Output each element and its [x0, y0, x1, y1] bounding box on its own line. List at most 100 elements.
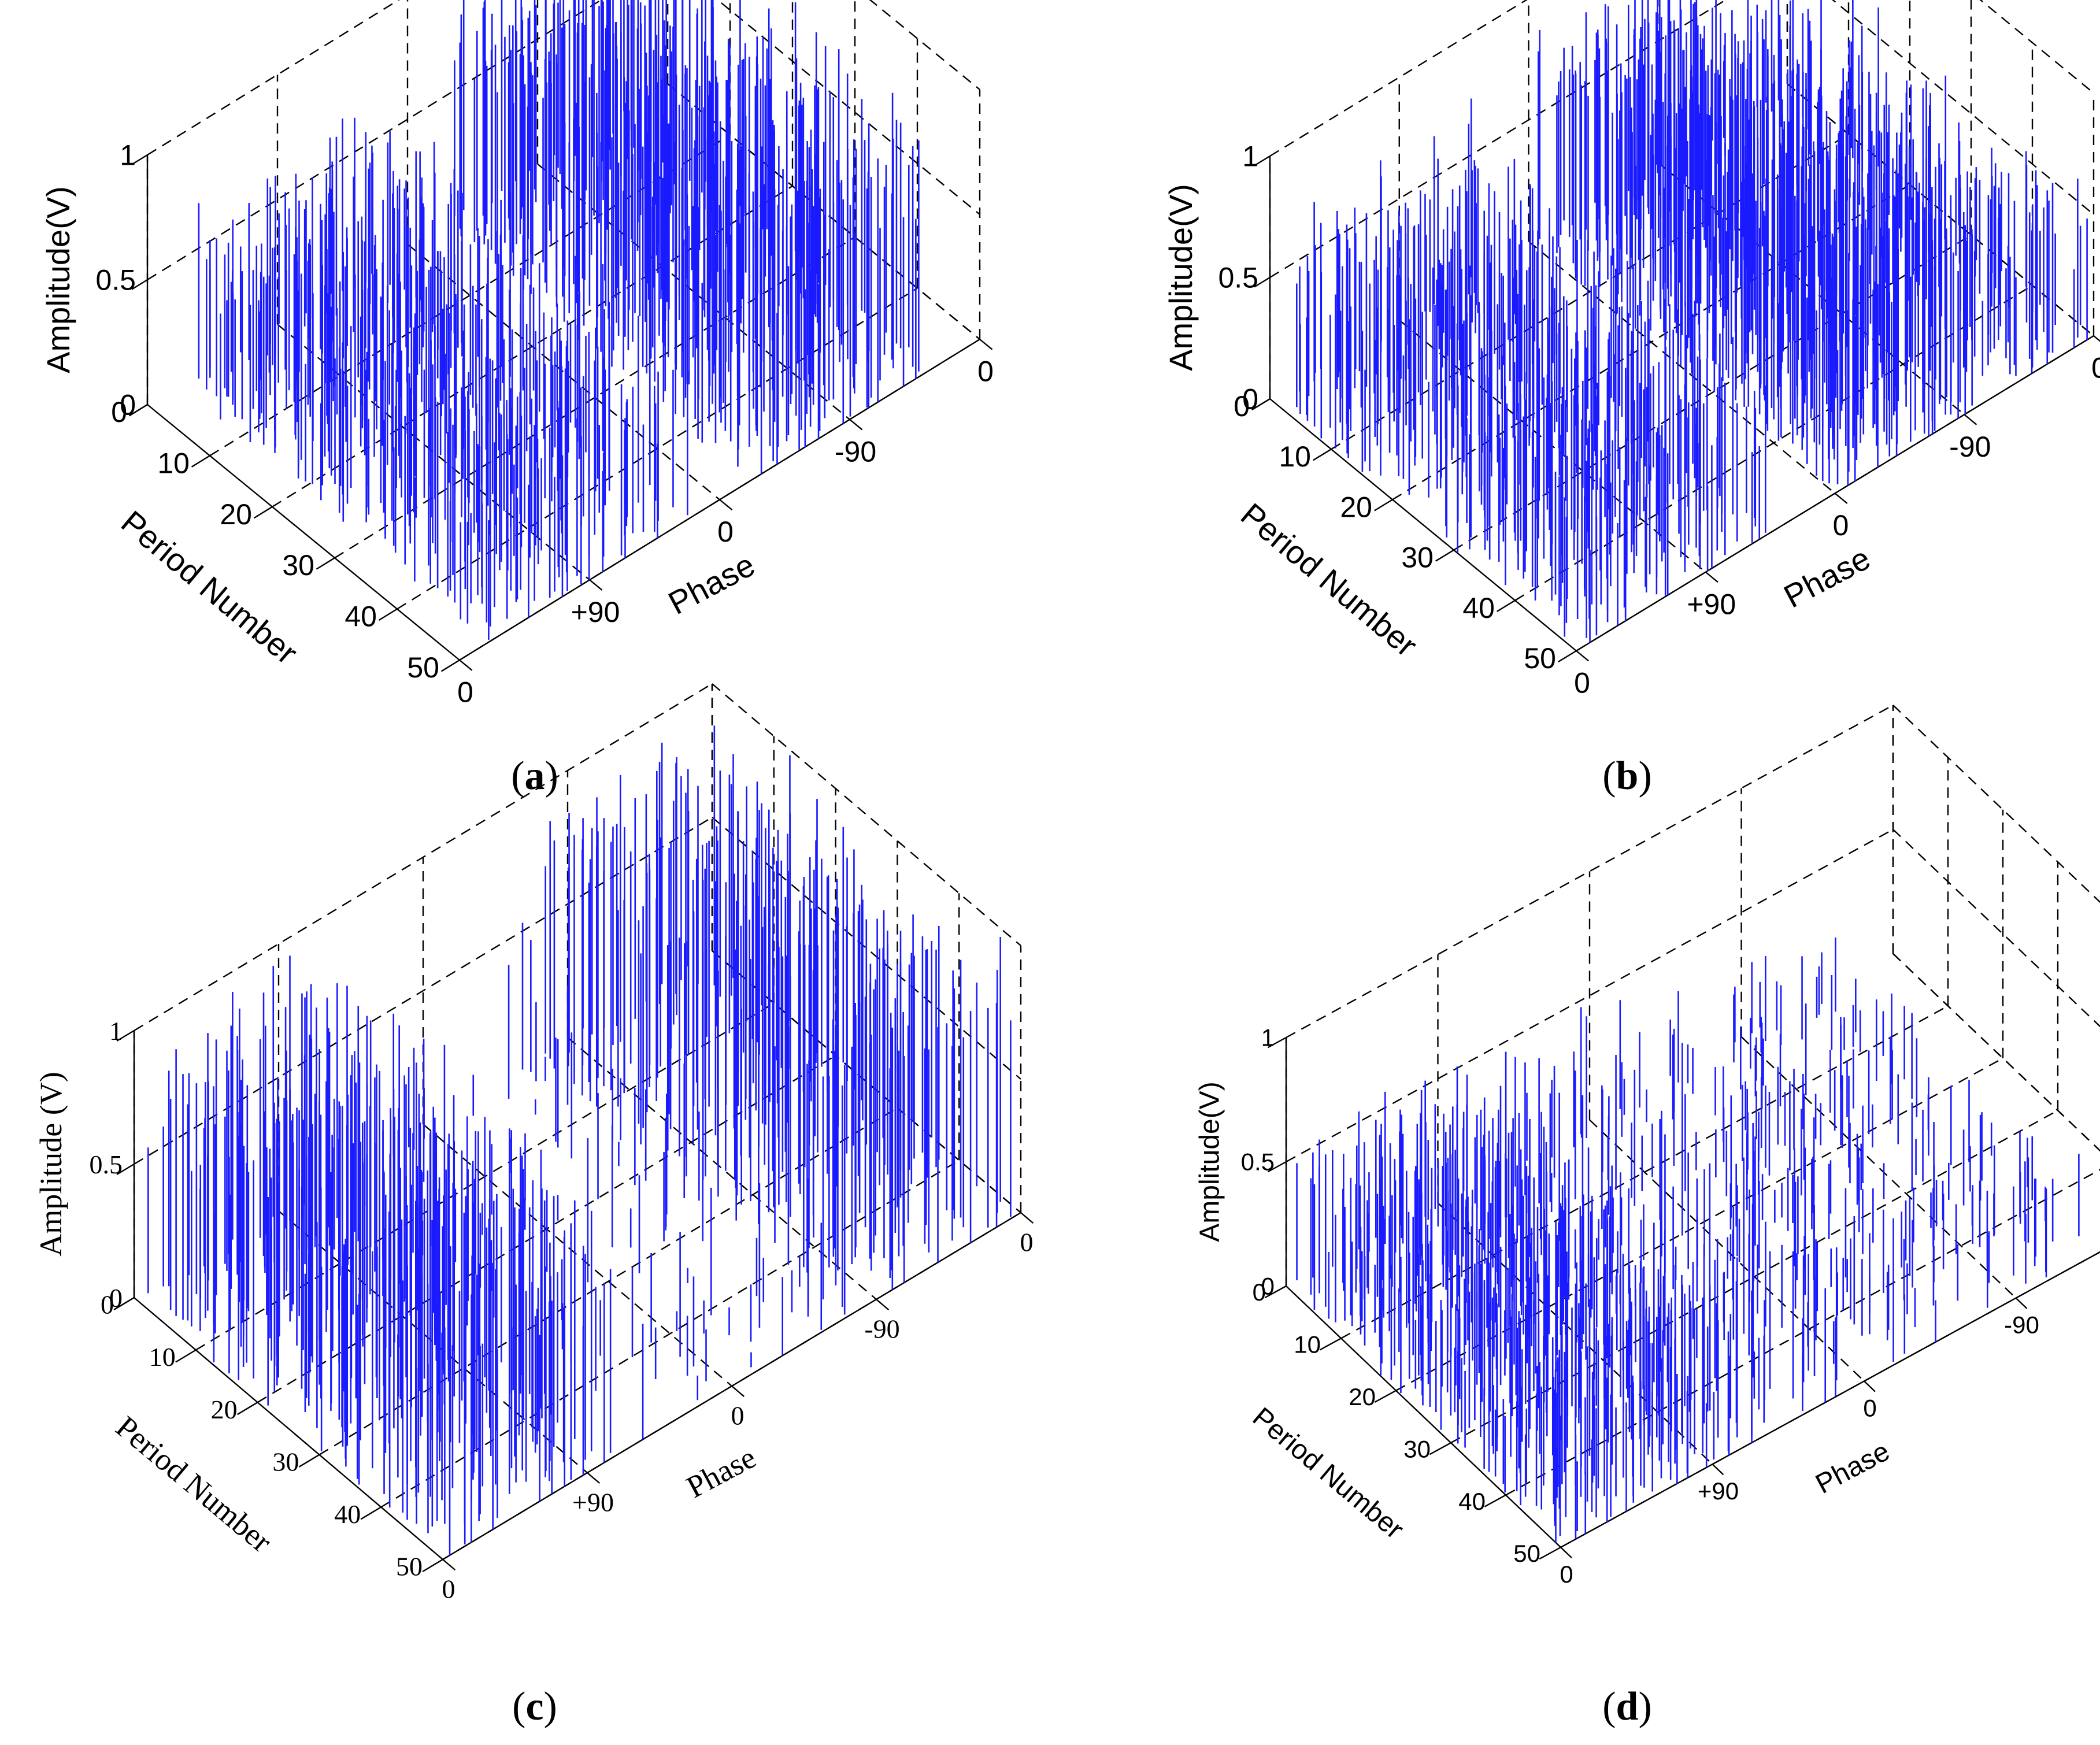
- z-tick-label: 0.5: [1218, 262, 1258, 294]
- period-axis: [147, 404, 460, 661]
- phase-tick-label: -90: [835, 435, 876, 468]
- grid-line: [407, 243, 720, 501]
- z-tick-label: 0.5: [90, 1150, 123, 1179]
- panel-b: 00.51010203040500+900-900Amplitude(V)Per…: [1162, 0, 2100, 798]
- period-tick-mark: [1429, 1442, 1451, 1455]
- period-axis-label: Period Number: [1247, 1402, 1409, 1545]
- period-axis-label: Period Number: [114, 503, 305, 671]
- grid-line: [1832, 0, 2094, 215]
- z-tick-mark: [1254, 276, 1271, 288]
- period-tick-label: 40: [334, 1499, 361, 1529]
- period-tick-mark: [1251, 398, 1271, 411]
- z-tick-mark: [1267, 1161, 1287, 1173]
- phase-tick-label: 0: [717, 516, 734, 548]
- period-tick-label: 20: [211, 1395, 238, 1424]
- panel-caption: (a): [511, 754, 558, 798]
- z-tick-label: 1: [109, 1016, 123, 1046]
- z-tick-mark: [1267, 1036, 1287, 1049]
- period-tick-mark: [360, 1506, 382, 1520]
- phase-tick-mark: [1964, 414, 1977, 425]
- phase-tick-mark: [1705, 571, 1718, 583]
- phase-tick-label: 0: [1020, 1228, 1034, 1257]
- phase-tick-label: 0: [977, 355, 994, 388]
- grid-line: [712, 950, 1021, 1213]
- period-tick-label: 10: [149, 1342, 176, 1372]
- grid-line: [567, 1037, 877, 1300]
- phase-tick-label: 0: [1863, 1394, 1876, 1421]
- period-tick-label: 20: [1340, 491, 1372, 523]
- phase-tick-mark: [2015, 1297, 2028, 1309]
- period-tick-mark: [1484, 1494, 1506, 1507]
- phase-tick-mark: [1576, 650, 1589, 662]
- stems: [1296, 0, 2088, 643]
- z-tick-mark: [1254, 155, 1271, 166]
- period-tick-mark: [253, 506, 273, 519]
- period-axis-label: Period Number: [1234, 496, 1424, 664]
- period-tick-mark: [175, 1349, 197, 1363]
- phase-tick-mark: [442, 1559, 456, 1571]
- stems: [147, 725, 1012, 1555]
- grid-line: [423, 1124, 732, 1387]
- period-tick-label: 50: [1513, 1540, 1540, 1567]
- period-tick-mark: [1374, 499, 1393, 512]
- phase-tick-label: -90: [1949, 431, 1991, 463]
- phase-axis-label: Phase: [1778, 539, 1876, 614]
- period-tick-mark: [191, 455, 210, 468]
- phase-tick-mark: [1020, 1212, 1034, 1224]
- grid-line: [1286, 828, 1894, 1163]
- grid-line: [1450, 1110, 2058, 1444]
- period-tick-mark: [1374, 1390, 1397, 1403]
- period-tick-mark: [113, 1296, 135, 1311]
- period-tick-mark: [1264, 1285, 1287, 1299]
- phase-tick-mark: [876, 1299, 890, 1311]
- period-tick-label: 40: [1462, 592, 1495, 624]
- period-axis-label: Period Number: [109, 1409, 278, 1559]
- period-tick-mark: [236, 1402, 258, 1416]
- grid-line: [1979, 0, 2094, 94]
- phase-tick-mark: [731, 1385, 745, 1398]
- grid-line: [134, 683, 713, 1032]
- period-tick-label: 20: [220, 498, 252, 531]
- z-tick-mark: [131, 154, 148, 165]
- z-tick-label: 0.5: [1241, 1148, 1275, 1176]
- grid-line: [716, 0, 980, 215]
- phase-tick-label: 0: [1574, 667, 1590, 699]
- grid-line: [1787, 83, 2094, 336]
- panel-a: 00.51010203040500+900-900Amplitude(V)Per…: [40, 0, 994, 798]
- z-tick-label: 0: [120, 389, 136, 421]
- grid-line: [712, 817, 1021, 1080]
- period-tick-label: 0: [101, 1290, 114, 1320]
- phase-tick-mark: [589, 579, 603, 591]
- period-tick-label: 10: [157, 447, 190, 479]
- grid-line: [667, 83, 980, 340]
- phase-tick-label: +90: [1687, 588, 1736, 620]
- phase-tick-label: 0: [1833, 509, 1849, 542]
- period-tick-label: 10: [1279, 440, 1311, 473]
- z-tick-mark: [116, 1163, 135, 1176]
- panel-caption: (c): [512, 1684, 557, 1729]
- phase-axis-label: Phase: [662, 546, 761, 621]
- grid-line: [1740, 1036, 2017, 1299]
- grid-line: [1505, 1169, 2100, 1496]
- grid-line: [1437, 1202, 1713, 1465]
- grid-line: [1528, 240, 1836, 494]
- z-tick-label: 1: [120, 139, 136, 172]
- grid-line: [1589, 1119, 1865, 1382]
- period-tick-label: 10: [1294, 1331, 1321, 1358]
- period-tick-mark: [1558, 650, 1577, 663]
- stems: [1296, 937, 2080, 1543]
- period-tick-mark: [378, 608, 398, 621]
- z-tick-mark: [131, 279, 148, 290]
- period-tick-label: 50: [1524, 642, 1556, 675]
- z-tick-label: 1: [1242, 140, 1258, 173]
- period-tick-label: 0: [1253, 1279, 1266, 1306]
- period-tick-label: 30: [282, 549, 314, 581]
- z-tick-label: 0: [109, 1283, 123, 1313]
- z-tick-label: 0: [1242, 383, 1258, 416]
- period-tick-mark: [422, 1558, 443, 1573]
- period-tick-label: 0: [111, 396, 127, 428]
- period-tick-label: 20: [1349, 1383, 1376, 1410]
- period-axis: [1269, 398, 1577, 651]
